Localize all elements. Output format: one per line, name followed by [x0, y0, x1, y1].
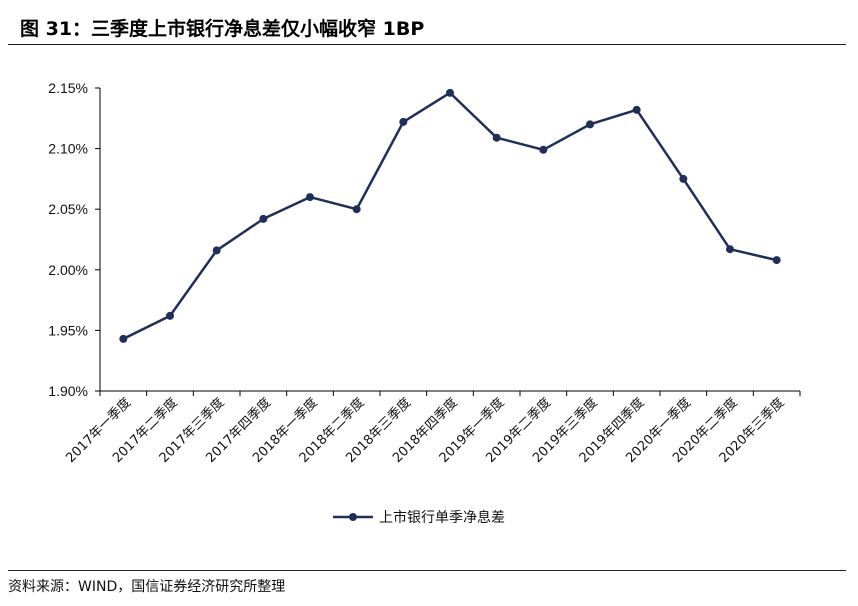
figure-title: 图 31：三季度上市银行净息差仅小幅收窄 1BP [20, 18, 425, 40]
y-tick-label: 1.90% [48, 383, 88, 399]
data-point [539, 145, 548, 154]
legend-label: 上市银行单季净息差 [379, 509, 505, 526]
series-line [122, 91, 777, 341]
data-point [772, 256, 781, 265]
data-point [352, 205, 361, 214]
footer-divider [8, 570, 846, 571]
data-point [119, 334, 128, 343]
legend-marker [349, 513, 357, 521]
y-tick-label: 2.10% [48, 141, 88, 157]
line-chart: 1.90%1.95%2.00%2.05%2.10%2.15%2017年一季度20… [48, 80, 801, 526]
data-point [446, 88, 454, 97]
data-point [632, 105, 641, 114]
data-point [259, 214, 268, 223]
data-point [492, 133, 501, 142]
data-point [399, 117, 408, 126]
source-note: 资料来源：WIND，国信证券经济研究所整理 [8, 579, 286, 595]
data-point [726, 245, 734, 254]
data-point [212, 246, 221, 255]
figure-header: 图 31：三季度上市银行净息差仅小幅收窄 1BP [0, 0, 858, 44]
data-point [166, 311, 174, 320]
data-point [679, 174, 688, 183]
y-tick-label: 1.95% [48, 322, 88, 338]
y-tick-label: 2.00% [48, 262, 88, 278]
data-point [306, 193, 314, 202]
title-divider [8, 44, 846, 45]
y-tick-label: 2.05% [48, 201, 88, 217]
data-point [586, 120, 594, 129]
y-tick-label: 2.15% [48, 80, 88, 96]
